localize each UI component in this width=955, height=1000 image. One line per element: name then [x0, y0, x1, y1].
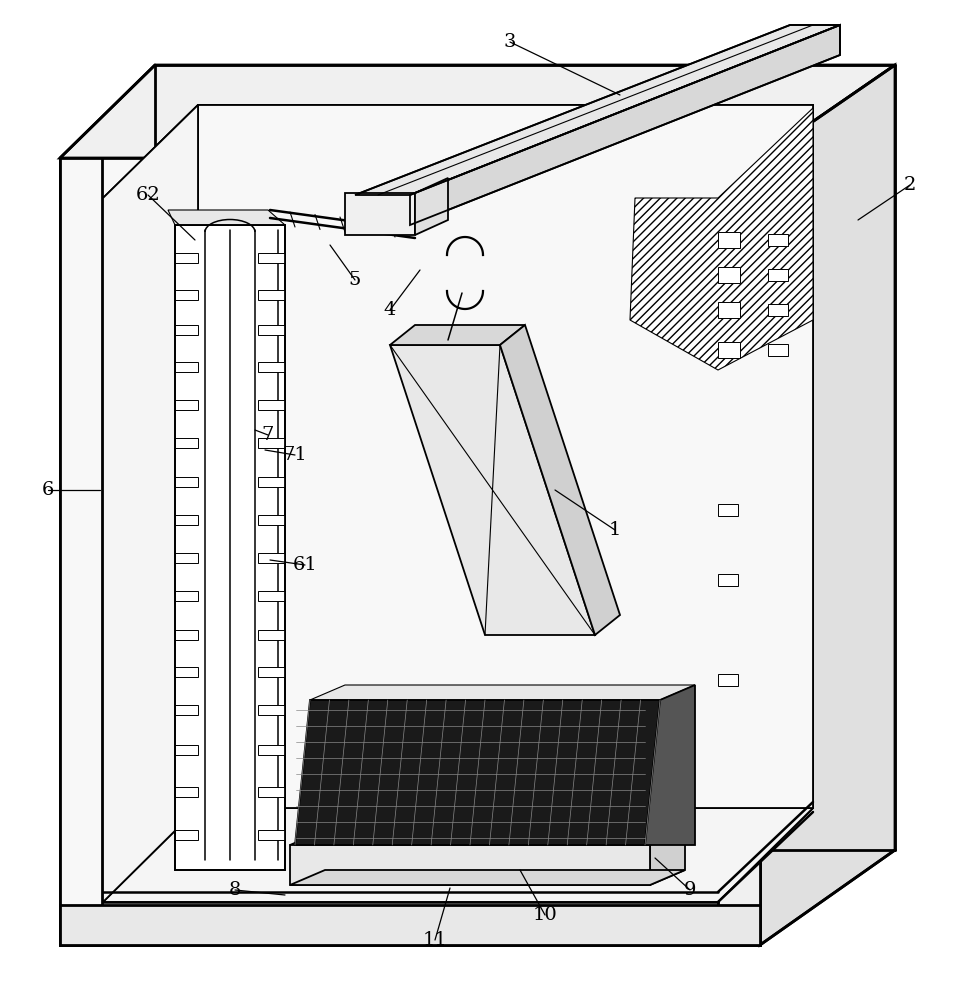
- Text: 6: 6: [42, 481, 54, 499]
- Text: 62: 62: [136, 186, 160, 204]
- Text: 1: 1: [609, 521, 621, 539]
- Polygon shape: [258, 667, 285, 677]
- Text: 10: 10: [533, 906, 558, 924]
- Polygon shape: [175, 253, 198, 263]
- Text: 4: 4: [384, 301, 396, 319]
- Polygon shape: [718, 342, 740, 358]
- Polygon shape: [258, 477, 285, 487]
- Polygon shape: [718, 232, 740, 248]
- Polygon shape: [258, 325, 285, 335]
- Polygon shape: [258, 438, 285, 448]
- Polygon shape: [718, 105, 813, 902]
- Text: 8: 8: [229, 881, 242, 899]
- Polygon shape: [768, 344, 788, 356]
- Polygon shape: [60, 158, 760, 200]
- Polygon shape: [175, 515, 198, 525]
- Polygon shape: [198, 105, 813, 808]
- Polygon shape: [768, 269, 788, 281]
- Polygon shape: [768, 234, 788, 246]
- Polygon shape: [718, 158, 760, 945]
- Polygon shape: [718, 302, 740, 318]
- Text: 71: 71: [283, 446, 308, 464]
- Polygon shape: [768, 304, 788, 316]
- Polygon shape: [258, 745, 285, 755]
- Polygon shape: [168, 210, 285, 225]
- Polygon shape: [645, 685, 695, 845]
- Text: 7: 7: [262, 426, 274, 444]
- Polygon shape: [60, 65, 895, 158]
- Polygon shape: [258, 591, 285, 601]
- Polygon shape: [60, 905, 760, 945]
- Polygon shape: [760, 65, 895, 945]
- Text: 11: 11: [423, 931, 447, 949]
- Polygon shape: [718, 504, 738, 516]
- Polygon shape: [175, 290, 198, 300]
- Text: 61: 61: [292, 556, 317, 574]
- Polygon shape: [718, 574, 738, 586]
- Polygon shape: [258, 787, 285, 797]
- Polygon shape: [290, 870, 685, 885]
- Polygon shape: [175, 745, 198, 755]
- Polygon shape: [718, 674, 738, 686]
- Polygon shape: [345, 193, 415, 235]
- Polygon shape: [258, 630, 285, 640]
- Polygon shape: [295, 700, 660, 845]
- Polygon shape: [175, 325, 198, 335]
- Polygon shape: [175, 705, 198, 715]
- Polygon shape: [60, 158, 102, 945]
- Polygon shape: [258, 253, 285, 263]
- Polygon shape: [290, 830, 685, 845]
- Polygon shape: [500, 325, 620, 635]
- Polygon shape: [175, 477, 198, 487]
- Polygon shape: [103, 105, 813, 198]
- Polygon shape: [175, 630, 198, 640]
- Polygon shape: [103, 105, 198, 902]
- Polygon shape: [258, 705, 285, 715]
- Polygon shape: [390, 325, 525, 345]
- Polygon shape: [175, 591, 198, 601]
- Polygon shape: [175, 438, 198, 448]
- Polygon shape: [258, 290, 285, 300]
- Text: 5: 5: [349, 271, 361, 289]
- Polygon shape: [630, 108, 813, 370]
- Polygon shape: [175, 667, 198, 677]
- Text: 3: 3: [503, 33, 517, 51]
- Polygon shape: [415, 178, 448, 235]
- Polygon shape: [718, 267, 740, 283]
- Polygon shape: [290, 845, 650, 885]
- Polygon shape: [355, 25, 840, 195]
- Polygon shape: [103, 808, 813, 902]
- Polygon shape: [258, 553, 285, 563]
- Polygon shape: [175, 225, 285, 870]
- Polygon shape: [650, 830, 685, 885]
- Text: 9: 9: [684, 881, 696, 899]
- Polygon shape: [175, 362, 198, 372]
- Polygon shape: [390, 345, 595, 635]
- Text: 2: 2: [903, 176, 916, 194]
- Polygon shape: [258, 515, 285, 525]
- Polygon shape: [175, 787, 198, 797]
- Polygon shape: [175, 553, 198, 563]
- Polygon shape: [258, 362, 285, 372]
- Polygon shape: [258, 400, 285, 410]
- Polygon shape: [310, 685, 695, 700]
- Polygon shape: [258, 830, 285, 840]
- Polygon shape: [175, 400, 198, 410]
- Polygon shape: [175, 830, 198, 840]
- Polygon shape: [410, 25, 840, 225]
